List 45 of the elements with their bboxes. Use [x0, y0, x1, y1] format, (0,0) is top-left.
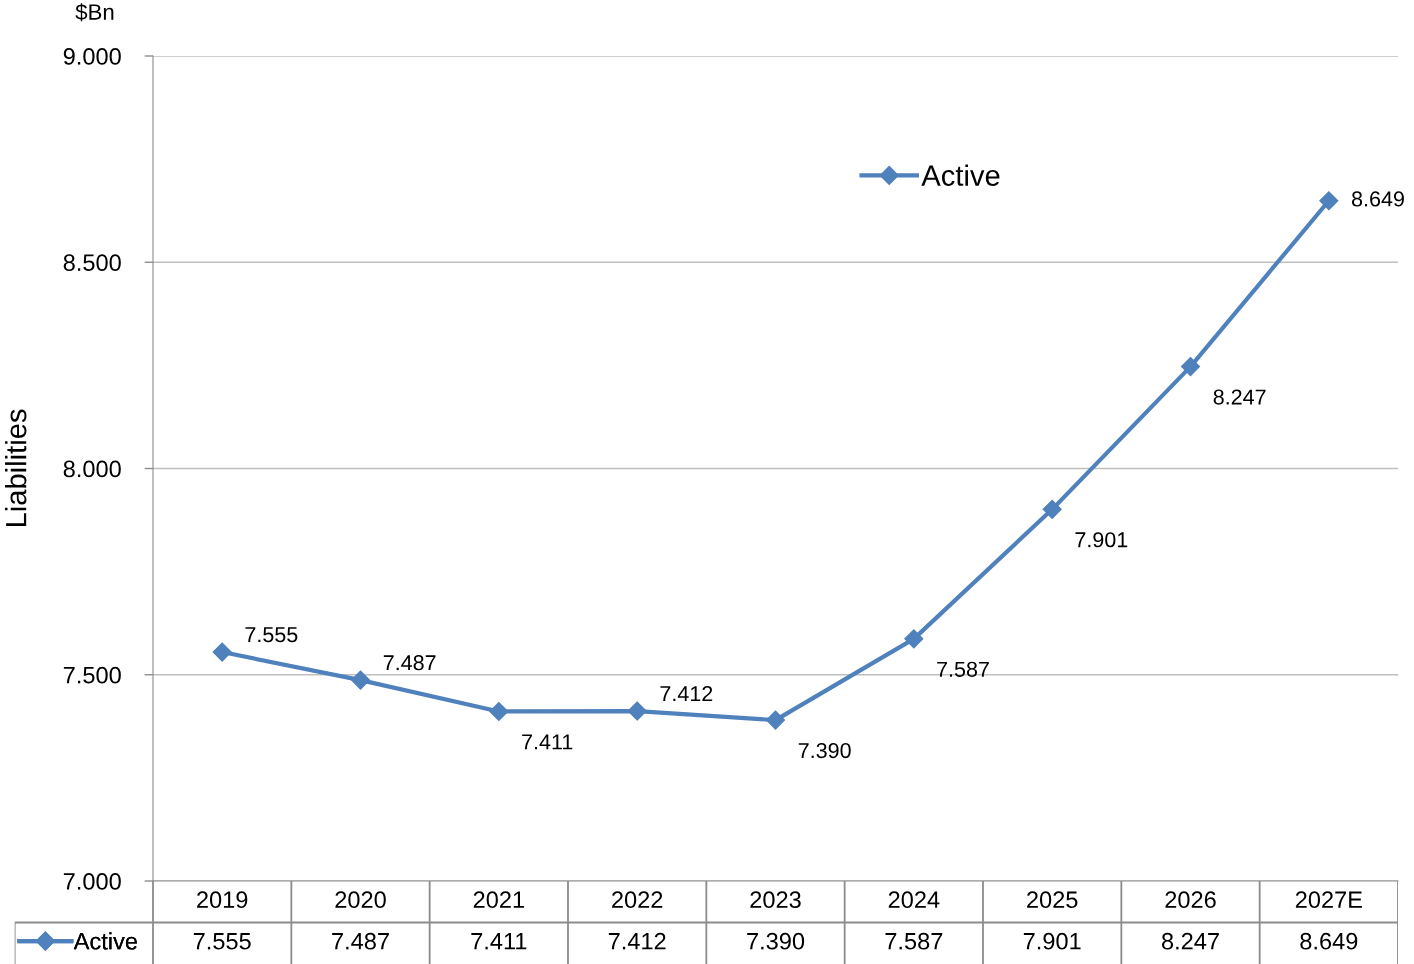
text: 7.390 [798, 742, 851, 759]
y-tick-label: 8.500 [63, 254, 121, 272]
x-tick-label: 2021 [473, 891, 524, 909]
text: 8.247 [1213, 389, 1266, 405]
data-label: 7.587 [885, 932, 943, 950]
text: 7.555 [245, 627, 298, 643]
text: 8.649 [1351, 191, 1404, 207]
point [489, 701, 509, 721]
point [350, 670, 371, 690]
data-label: 8.649 [1300, 932, 1358, 950]
x-tick-label: 2022 [612, 891, 663, 909]
data-label: 8.247 [1161, 932, 1219, 950]
point [627, 701, 647, 721]
point [765, 710, 786, 730]
point [1042, 499, 1062, 519]
y-tick-label: 9.000 [63, 48, 121, 65]
x-tick-label: 2019 [197, 891, 248, 909]
data-label: 7.412 [608, 932, 666, 950]
text: 7.487 [383, 655, 436, 671]
y-axis-title: Liabilities [5, 409, 27, 527]
data-label: 7.487 [332, 932, 389, 950]
point [1319, 191, 1339, 211]
y-tick-label: 7.000 [63, 873, 121, 890]
text: Active [73, 932, 137, 950]
legend-label: Active [921, 164, 1000, 186]
data-label: 7.555 [193, 933, 251, 950]
point [212, 642, 232, 662]
data-label: 7.901 [1023, 932, 1081, 950]
x-tick-label: 2027E [1295, 891, 1362, 909]
data-label: 7.411 [471, 933, 527, 950]
y-tick-label: 7.500 [63, 666, 121, 684]
text: 7.411 [522, 734, 573, 750]
point [904, 629, 924, 649]
text: 7.587 [937, 661, 989, 677]
x-tick-label: 2020 [335, 891, 386, 909]
text: 7.901 [1075, 532, 1128, 548]
y-tick-label: 8.000 [63, 460, 121, 478]
text: 7.412 [660, 685, 713, 702]
text: $Bn [75, 3, 114, 22]
x-tick-label: 2023 [750, 891, 801, 909]
data-label: 7.390 [747, 932, 805, 950]
x-tick-label: 2024 [888, 891, 940, 909]
x-tick-label: 2025 [1027, 891, 1078, 909]
point [1180, 357, 1201, 377]
x-tick-label: 2026 [1165, 891, 1216, 909]
